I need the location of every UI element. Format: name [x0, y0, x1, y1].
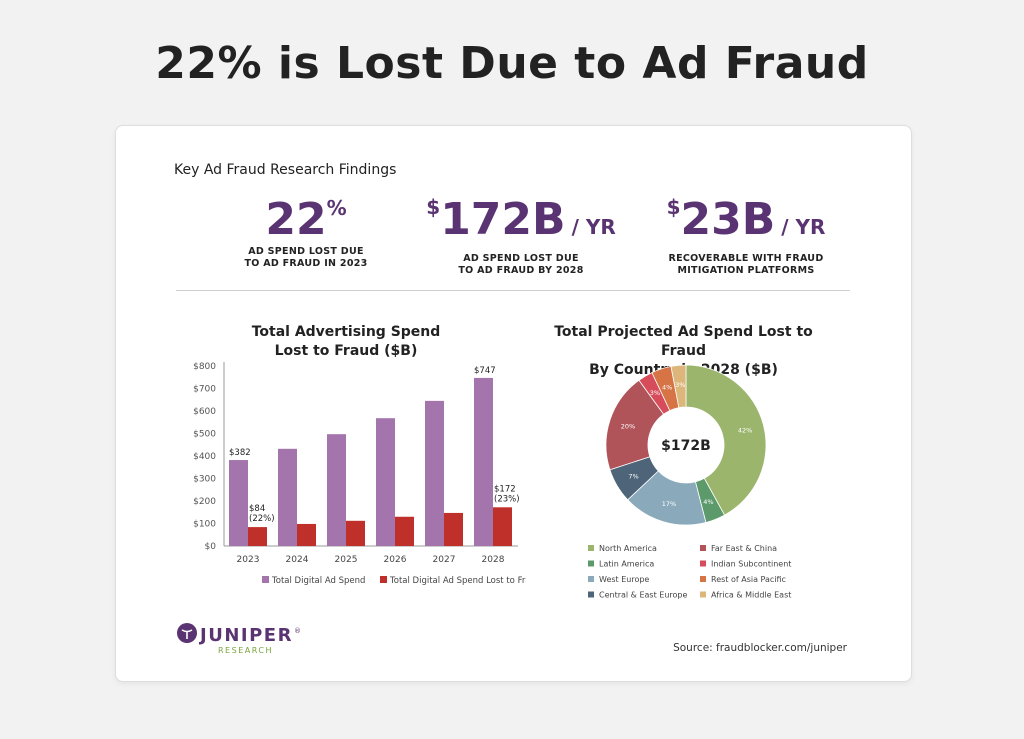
legend-label-fraud: Total Digital Ad Spend Lost to Fraud — [389, 576, 526, 586]
bar-total-2025 — [327, 434, 346, 546]
findings-title: Key Ad Fraud Research Findings — [174, 162, 397, 178]
juniper-logo: JUNIPER ® RESEARCH — [176, 622, 306, 664]
y-tick-label: $200 — [193, 497, 216, 507]
bar-chart: $0 $100 $200 $300 $400 $500 $600 $700 $800 2023 20… — [193, 362, 526, 586]
x-tick-label: 2028 — [482, 555, 505, 565]
legend-label: Latin America — [599, 560, 654, 569]
bar-chart-title: Total Advertising Spend Lost to Fraud ($… — [216, 323, 476, 361]
bar-fraud-2026 — [395, 516, 414, 546]
donut-chart-title-line1: Total Projected Ad Spend Lost to Fraud — [554, 324, 813, 359]
legend-swatch — [588, 591, 594, 598]
source-text: Source: fraudblocker.com/juniper — [673, 642, 847, 654]
legend-label: North America — [599, 544, 657, 553]
bar-total-2028 — [474, 377, 493, 546]
x-tick-label: 2023 — [237, 555, 260, 565]
bar-fraud-2027 — [444, 512, 463, 546]
donut-slice-north-america — [685, 364, 767, 516]
y-tick-label: $800 — [193, 362, 216, 372]
stat-caption-line2: MITIGATION PLATFORMS — [677, 265, 815, 276]
donut-legend: North America Latin America West Europe Cen… — [588, 544, 791, 600]
legend-swatch — [588, 576, 594, 582]
donut-slice-label: 42% — [738, 426, 752, 434]
stat-value: $23B / YR — [666, 194, 826, 245]
stat-caption-line2: TO AD FRAUD IN 2023 — [244, 258, 368, 269]
y-tick-label: $0 — [205, 542, 217, 552]
bar-total-2026 — [376, 418, 395, 546]
legend-swatch — [588, 545, 594, 551]
legend-label: Central & East Europe — [599, 591, 687, 600]
legend-swatch — [700, 591, 706, 598]
legend-label: West Europe — [599, 575, 649, 584]
donut-slice-label: 4% — [662, 383, 672, 391]
y-tick-label: $400 — [193, 452, 216, 462]
donut-slice-label: 7% — [628, 473, 638, 481]
legend-swatch-fraud — [380, 576, 387, 583]
x-tick-label: 2027 — [433, 555, 456, 565]
y-tick-label: $700 — [193, 385, 216, 395]
data-label-pct: (23%) — [494, 494, 520, 504]
bar-total-2023 — [229, 460, 248, 546]
findings-card: Key Ad Fraud Research Findings 22% AD SP… — [115, 125, 912, 682]
legend-swatch — [700, 560, 706, 567]
bar-chart-title-line2: Lost to Fraud ($B) — [274, 343, 418, 359]
legend-swatch-total — [262, 576, 269, 583]
legend-label: Rest of Asia Pacific — [711, 575, 786, 584]
data-label-pct: (22%) — [249, 514, 275, 524]
logo-sub: RESEARCH — [218, 646, 273, 655]
donut-chart: 42%4%17%7%20%3%4% 3%$172B — [605, 364, 767, 526]
legend-swatch — [588, 560, 594, 567]
data-label: $84 — [249, 504, 265, 514]
stat-caption-line1: RECOVERABLE WITH FRAUD — [668, 253, 824, 264]
legend-swatch — [700, 576, 706, 582]
x-tick-label: 2026 — [384, 555, 407, 565]
y-tick-label: $300 — [193, 475, 216, 485]
bar-fraud-2028 — [493, 507, 512, 546]
stat-value: 22% — [265, 194, 347, 245]
legend-label: Indian Subcontinent — [711, 560, 791, 569]
legend-label: Far East & China — [711, 544, 777, 553]
data-label: $747 — [474, 366, 496, 376]
bar-total-2024 — [278, 448, 297, 546]
page-title: 22% is Lost Due to Ad Fraud — [155, 38, 869, 89]
stat-caption-line1: AD SPEND LOST DUE — [248, 246, 364, 257]
divider — [176, 290, 850, 291]
donut-slice-label: 17% — [662, 500, 676, 508]
legend-label: Africa & Middle East — [711, 591, 791, 600]
stat-caption-line2: TO AD FRAUD BY 2028 — [458, 265, 584, 276]
logo-name: JUNIPER — [198, 625, 293, 646]
stat-caption-line1: AD SPEND LOST DUE — [463, 253, 579, 264]
stat-lost-2023: 22% AD SPEND LOST DUE TO AD FRAUD IN 202… — [226, 196, 386, 270]
donut-slice-africa-middle-east — [670, 364, 687, 409]
y-tick-label: $600 — [193, 407, 216, 417]
data-label: $382 — [229, 448, 251, 458]
legend-swatch — [700, 545, 706, 551]
y-tick-label: $100 — [193, 520, 216, 530]
donut-center-label: $172B — [661, 438, 711, 454]
legend-label-total: Total Digital Ad Spend — [271, 576, 365, 586]
bar-fraud-2025 — [346, 520, 365, 546]
bar-fraud-2023 — [248, 527, 267, 546]
donut-slice-label: 3% — [650, 389, 660, 397]
x-tick-label: 2024 — [286, 555, 309, 565]
donut-slice-label: 4% — [703, 498, 713, 506]
logo-registered: ® — [294, 627, 301, 635]
y-tick-label: $500 — [193, 430, 216, 440]
data-label: $172 — [494, 484, 516, 494]
bar-total-2027 — [425, 400, 444, 546]
x-tick-label: 2025 — [335, 555, 358, 565]
donut-slice-label: 3% — [675, 381, 685, 389]
donut-slice-label: 20% — [621, 423, 635, 431]
stat-value: $172B / YR — [426, 194, 616, 245]
bar-chart-title-line1: Total Advertising Spend — [251, 324, 441, 340]
bar-fraud-2024 — [297, 523, 316, 546]
stat-recoverable: $23B / YR RECOVERABLE WITH FRAUD MITIGATI… — [656, 196, 836, 277]
stat-lost-2028: $172B / YR AD SPEND LOST DUE TO AD FRAUD … — [421, 196, 621, 277]
